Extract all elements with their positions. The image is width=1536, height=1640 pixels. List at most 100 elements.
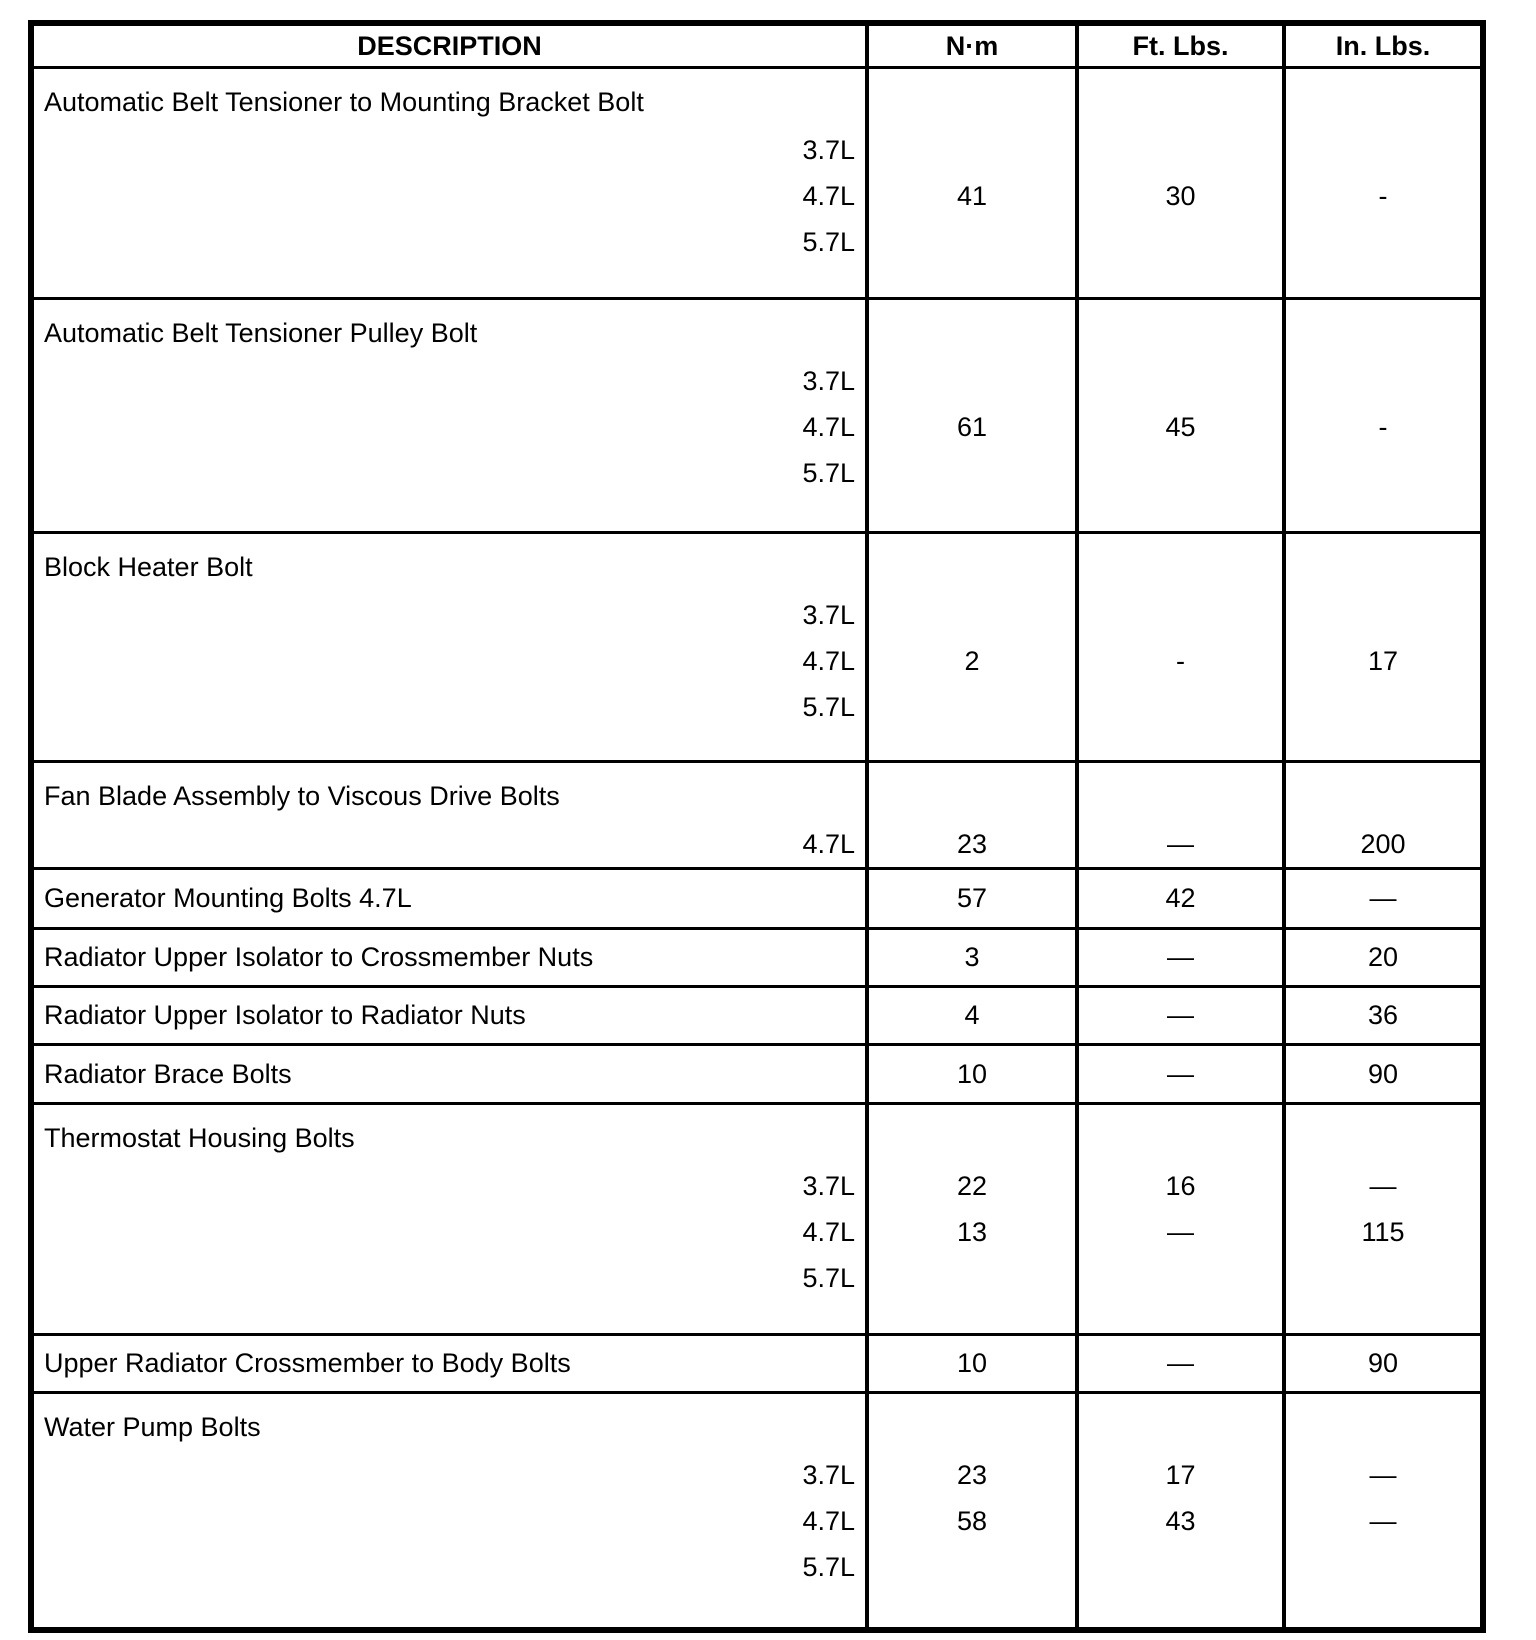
value-ftlbs: - — [1176, 646, 1185, 676]
description-cell: Thermostat Housing Bolts 3.7L 4.7L 5.7L — [29, 1102, 869, 1336]
value-inlbs: 90 — [1367, 1058, 1399, 1089]
spacer — [1288, 765, 1479, 822]
spacer — [1288, 1396, 1479, 1453]
value-nm-cell: 57 — [865, 867, 1079, 930]
value-inlbs: 115 — [1361, 1217, 1405, 1247]
value-ftlbs-cell: 16 — — [1075, 1102, 1286, 1336]
value-inlbs: 200 — [1360, 829, 1406, 859]
value-ftlbs: 45 — [1165, 412, 1196, 442]
value-inlbs: 36 — [1367, 1000, 1399, 1030]
value-ftlbs-cell: — — [1075, 927, 1286, 988]
description-cell: Automatic Belt Tensioner Pulley Bolt 3.7L… — [29, 297, 869, 534]
engine-label: 3.7L — [802, 1460, 855, 1490]
value-ftlbs: — — [1167, 829, 1194, 859]
value-ftlbs: — — [1167, 1217, 1194, 1247]
spacer — [1081, 536, 1280, 593]
value-inlbs — [1288, 592, 1479, 638]
column-header-nm: N·m — [865, 20, 1079, 69]
value-nm: 4 — [964, 1000, 980, 1030]
spacer — [1288, 302, 1479, 359]
description-cell: Radiator Upper Isolator to Crossmember N… — [29, 927, 869, 988]
row-description: Water Pump Bolts — [44, 1412, 261, 1442]
engine-label: 3.7L — [802, 366, 855, 396]
spacer — [1081, 71, 1280, 128]
value-ftlbs: 17 — [1165, 1460, 1196, 1490]
description-cell: Fan Blade Assembly to Viscous Drive Bolt… — [29, 760, 869, 870]
value-nm — [871, 219, 1073, 265]
value-ftlbs — [1081, 684, 1280, 730]
value-inlbs: — — [1369, 1171, 1397, 1201]
table-row: Radiator Upper Isolator to Crossmember N… — [29, 927, 1485, 988]
value-inlbs: 90 — [1367, 1348, 1399, 1378]
value-nm — [871, 450, 1073, 496]
spacer — [871, 1107, 1073, 1164]
engine-label: 3.7L — [802, 1171, 855, 1201]
value-inlbs-cell: 36 — [1282, 985, 1485, 1046]
table-row: Radiator Upper Isolator to Radiator Nuts… — [29, 985, 1485, 1046]
engine-label: 5.7L — [802, 458, 855, 488]
value-inlbs-cell: — — [1282, 867, 1485, 930]
spacer — [1081, 765, 1280, 822]
value-ftlbs-cell: — — [1075, 1333, 1286, 1394]
value-inlbs: 20 — [1367, 942, 1399, 972]
value-nm: 2 — [964, 646, 980, 676]
spacer — [871, 302, 1073, 359]
value-inlbs-cell: 20 — [1282, 927, 1485, 988]
torque-spec-table: DESCRIPTION N·m Ft. Lbs. In. Lbs. Automa… — [28, 20, 1486, 1633]
column-header-ftlbs: Ft. Lbs. — [1075, 20, 1286, 69]
value-ftlbs-cell: 45 — [1075, 297, 1286, 534]
value-inlbs — [1288, 1255, 1479, 1301]
table-row: Upper Radiator Crossmember to Body Bolts… — [29, 1333, 1485, 1394]
value-nm: 23 — [956, 1460, 988, 1490]
column-header-inlbs: In. Lbs. — [1282, 20, 1485, 69]
description-cell: Water Pump Bolts 3.7L 4.7L 5.7L — [29, 1391, 869, 1631]
value-ftlbs: — — [1167, 1058, 1194, 1089]
row-description: Generator Mounting Bolts 4.7L — [44, 883, 412, 913]
value-nm: 58 — [956, 1506, 988, 1536]
value-nm-cell: 10 — [865, 1043, 1079, 1105]
value-nm: 13 — [956, 1217, 988, 1247]
value-ftlbs — [1081, 1255, 1280, 1301]
description-cell: Generator Mounting Bolts 4.7L — [29, 867, 869, 930]
spacer — [871, 1396, 1073, 1453]
value-inlbs: — — [1369, 1460, 1397, 1490]
table-row: Block Heater Bolt 3.7L 4.7L 5.7L 2 - 17 — [29, 531, 1485, 763]
value-inlbs-cell: — 115 — [1282, 1102, 1485, 1336]
table-row: Radiator Brace Bolts 10 — 90 — [29, 1043, 1485, 1105]
engine-label: 3.7L — [802, 135, 855, 165]
value-nm — [871, 684, 1073, 730]
value-nm — [871, 1255, 1073, 1301]
value-ftlbs-cell: 42 — [1075, 867, 1286, 930]
spacer — [871, 71, 1073, 128]
description-cell: Upper Radiator Crossmember to Body Bolts — [29, 1333, 869, 1394]
row-description: Automatic Belt Tensioner to Mounting Bra… — [44, 87, 644, 117]
value-nm: 3 — [964, 942, 980, 972]
value-nm-cell: 22 13 — [865, 1102, 1079, 1336]
value-inlbs — [1288, 358, 1479, 404]
table-row: Water Pump Bolts 3.7L 4.7L 5.7L 23 58 17 43— — — [29, 1391, 1485, 1631]
value-nm: 10 — [956, 1058, 988, 1089]
table-row: Automatic Belt Tensioner to Mounting Bra… — [29, 66, 1485, 300]
value-ftlbs — [1081, 358, 1280, 404]
engine-label: 5.7L — [802, 1263, 855, 1293]
value-inlbs-cell: — — — [1282, 1391, 1485, 1631]
value-nm-cell: 61 — [865, 297, 1079, 534]
value-ftlbs — [1081, 450, 1280, 496]
value-ftlbs-cell: — — [1075, 1043, 1286, 1105]
value-ftlbs: 43 — [1165, 1506, 1196, 1536]
value-nm: 10 — [956, 1348, 988, 1378]
value-inlbs-cell: 17 — [1282, 531, 1485, 763]
row-description: Block Heater Bolt — [44, 552, 253, 582]
spacer — [1081, 1396, 1280, 1453]
value-inlbs-cell: 200 — [1282, 760, 1485, 870]
value-nm — [871, 1544, 1073, 1590]
value-inlbs: - — [1378, 412, 1388, 442]
value-nm-cell: 3 — [865, 927, 1079, 988]
value-ftlbs: 30 — [1165, 181, 1196, 211]
value-ftlbs — [1081, 1544, 1280, 1590]
value-inlbs-cell: 90 — [1282, 1333, 1485, 1394]
engine-label: 4.7L — [802, 646, 855, 676]
value-ftlbs: — — [1167, 1348, 1194, 1378]
engine-label: 5.7L — [802, 692, 855, 722]
